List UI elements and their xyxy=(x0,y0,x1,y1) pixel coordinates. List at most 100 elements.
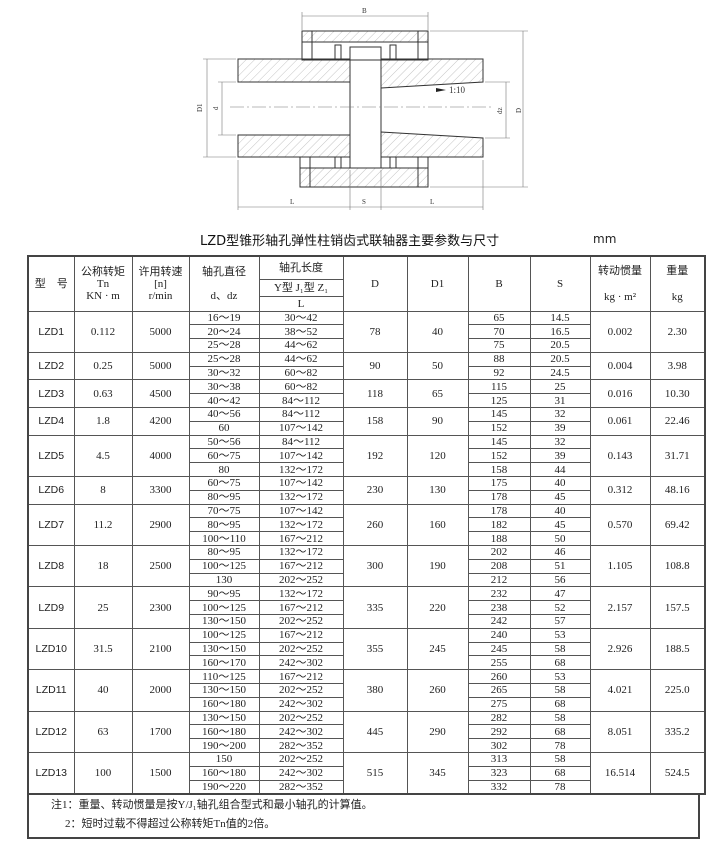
cell-D1: 120 xyxy=(406,434,469,478)
cell-bore-len: 167～212 xyxy=(258,627,344,643)
cell-S: 58 xyxy=(529,752,591,767)
cell-torque: 0.63 xyxy=(73,379,133,409)
cell-S: 53 xyxy=(529,627,591,643)
cell-weight: 524.5 xyxy=(649,752,706,795)
cell-S: 45 xyxy=(529,489,591,505)
cell-inertia: 1.105 xyxy=(589,545,651,588)
cell-bore-dia: 100～125 xyxy=(188,600,260,616)
cell-D1: 65 xyxy=(406,379,469,409)
cell-weight: 335.2 xyxy=(649,710,706,754)
cell-bore-len: 167～212 xyxy=(258,558,344,574)
table-row: LZD1 0.112 5000 16～19 30～42 78 40 65 14.5 0.002 2.… xyxy=(27,310,706,353)
cell-bore-len: 84～112 xyxy=(258,434,344,450)
cell-bore-dia: 80～95 xyxy=(188,489,260,505)
cell-bore-len: 38～52 xyxy=(258,324,344,340)
cell-torque: 18 xyxy=(73,545,133,588)
cell-bore-len: 107～142 xyxy=(258,503,344,519)
cell-B: 125 xyxy=(467,393,531,409)
cell-bore-len: 44～62 xyxy=(258,338,344,353)
cell-inertia: 0.570 xyxy=(589,503,651,547)
cell-D1: 345 xyxy=(406,752,469,795)
cell-inertia: 0.061 xyxy=(589,407,651,436)
cell-S: 52 xyxy=(529,600,591,616)
table-title: LZD型锥形轴孔弹性柱销齿式联轴器主要参数与尺寸 xyxy=(200,234,500,249)
table-row: 80 132～172 158 44 xyxy=(28,462,705,478)
cell-B: 158 xyxy=(467,462,531,478)
cell-inertia: 4.021 xyxy=(589,669,651,712)
cell-bore-len: 132～172 xyxy=(258,462,344,478)
cell-S: 78 xyxy=(529,779,591,795)
cell-weight: 188.5 xyxy=(649,627,706,671)
cell-inertia: 0.002 xyxy=(589,310,651,353)
cell-B: 145 xyxy=(467,434,531,450)
cell-torque: 8 xyxy=(73,476,133,505)
cell-bore-dia: 60 xyxy=(188,420,260,436)
dim-L-left: L xyxy=(290,198,294,206)
cell-bore-dia: 80～95 xyxy=(188,517,260,533)
cell-model: LZD10 xyxy=(27,627,75,671)
dim-d: d xyxy=(212,106,220,110)
right-hub-bottom xyxy=(380,131,484,158)
outer-sleeve-bottom xyxy=(299,167,429,188)
cell-model: LZD11 xyxy=(27,669,75,712)
cell-S: 24.5 xyxy=(529,365,591,381)
cell-bore-len: 132～172 xyxy=(258,545,344,560)
unit-label: mm xyxy=(593,232,617,246)
cell-bore-dia: 110～125 xyxy=(188,669,260,685)
cell-bore-dia: 100～125 xyxy=(188,558,260,574)
cell-torque: 0.112 xyxy=(73,310,133,353)
cell-bore-dia: 80～95 xyxy=(188,545,260,560)
cell-bore-len: 60～82 xyxy=(258,365,344,381)
cell-torque: 31.5 xyxy=(73,627,133,671)
cell-model: LZD2 xyxy=(27,351,75,381)
header-bore-len: 轴孔长度 xyxy=(258,255,344,280)
cell-B: 313 xyxy=(467,752,531,767)
cell-speed: 2100 xyxy=(131,627,190,671)
cell-D1: 50 xyxy=(406,351,469,381)
cell-weight: 48.16 xyxy=(649,476,706,505)
cell-bore-dia: 130～150 xyxy=(188,683,260,698)
cell-D: 158 xyxy=(342,407,408,436)
cell-bore-len: 30～42 xyxy=(258,310,344,326)
cell-S: 40 xyxy=(529,503,591,519)
cell-bore-dia: 130～150 xyxy=(188,614,260,629)
table-row: 130 202～252 212 56 xyxy=(28,572,705,588)
cell-S: 32 xyxy=(529,407,591,422)
cell-bore-len: 167～212 xyxy=(258,531,344,547)
cell-bore-dia: 20～24 xyxy=(188,324,260,340)
dim-B: B xyxy=(362,7,367,15)
cell-bore-len: 202～252 xyxy=(258,710,344,726)
cell-S: 39 xyxy=(529,420,591,436)
cell-model: LZD7 xyxy=(27,503,75,547)
cell-inertia: 2.157 xyxy=(589,586,651,629)
cell-torque: 63 xyxy=(73,710,133,754)
cell-bore-len: 282～352 xyxy=(258,779,344,795)
cell-bore-len: 242～302 xyxy=(258,696,344,712)
header-B: B xyxy=(467,255,531,312)
taper-arrow-icon xyxy=(436,88,446,92)
cell-B: 175 xyxy=(467,476,531,491)
cell-speed: 3300 xyxy=(131,476,190,505)
outer-sleeve-top xyxy=(301,30,429,43)
dim-L-right: L xyxy=(430,198,434,206)
cell-bore-len: 84～112 xyxy=(258,393,344,409)
cell-bore-dia: 130～150 xyxy=(188,710,260,726)
cell-B: 332 xyxy=(467,779,531,795)
cell-B: 245 xyxy=(467,641,531,657)
table-row: 190～200 282～352 302 78 xyxy=(28,738,705,753)
cell-S: 78 xyxy=(529,738,591,753)
cell-S: 14.5 xyxy=(529,310,591,326)
cell-D: 355 xyxy=(342,627,408,671)
table-row: 190～220 282～352 332 78 xyxy=(28,779,705,795)
table-row: LZD3 0.63 4500 30～38 60～82 118 65 115 25 0.016 10.… xyxy=(27,379,706,409)
cell-B: 212 xyxy=(467,572,531,588)
table-row: 160～170 242～302 255 68 xyxy=(28,655,705,671)
table-row: LZD6 8 3300 60～75 107～142 230 130 175 40 0.312 48.… xyxy=(27,476,706,505)
cell-S: 57 xyxy=(529,614,591,629)
cell-B: 70 xyxy=(467,324,531,340)
cell-S: 16.5 xyxy=(529,324,591,340)
cell-B: 188 xyxy=(467,531,531,547)
coupling-section-drawing: B 1:10 D dz d D1 L S L xyxy=(196,7,528,210)
cell-S: 40 xyxy=(529,476,591,491)
cell-inertia: 0.004 xyxy=(589,351,651,381)
